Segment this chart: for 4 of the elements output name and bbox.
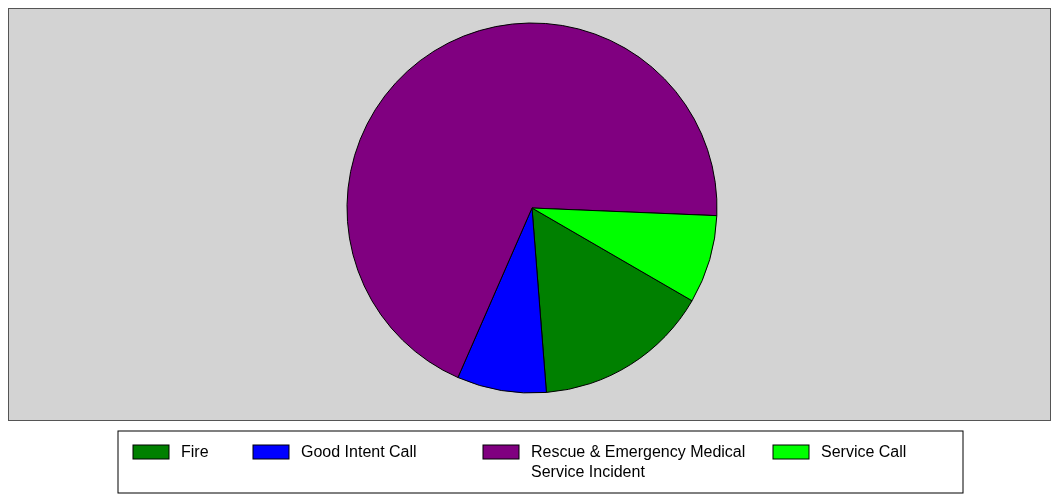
legend-label: Service Call: [821, 443, 907, 460]
legend-label: Rescue & Emergency Medical Service Incident: [531, 443, 746, 480]
legend-label: Fire: [181, 443, 209, 460]
legend-label: Good Intent Call: [301, 443, 417, 460]
